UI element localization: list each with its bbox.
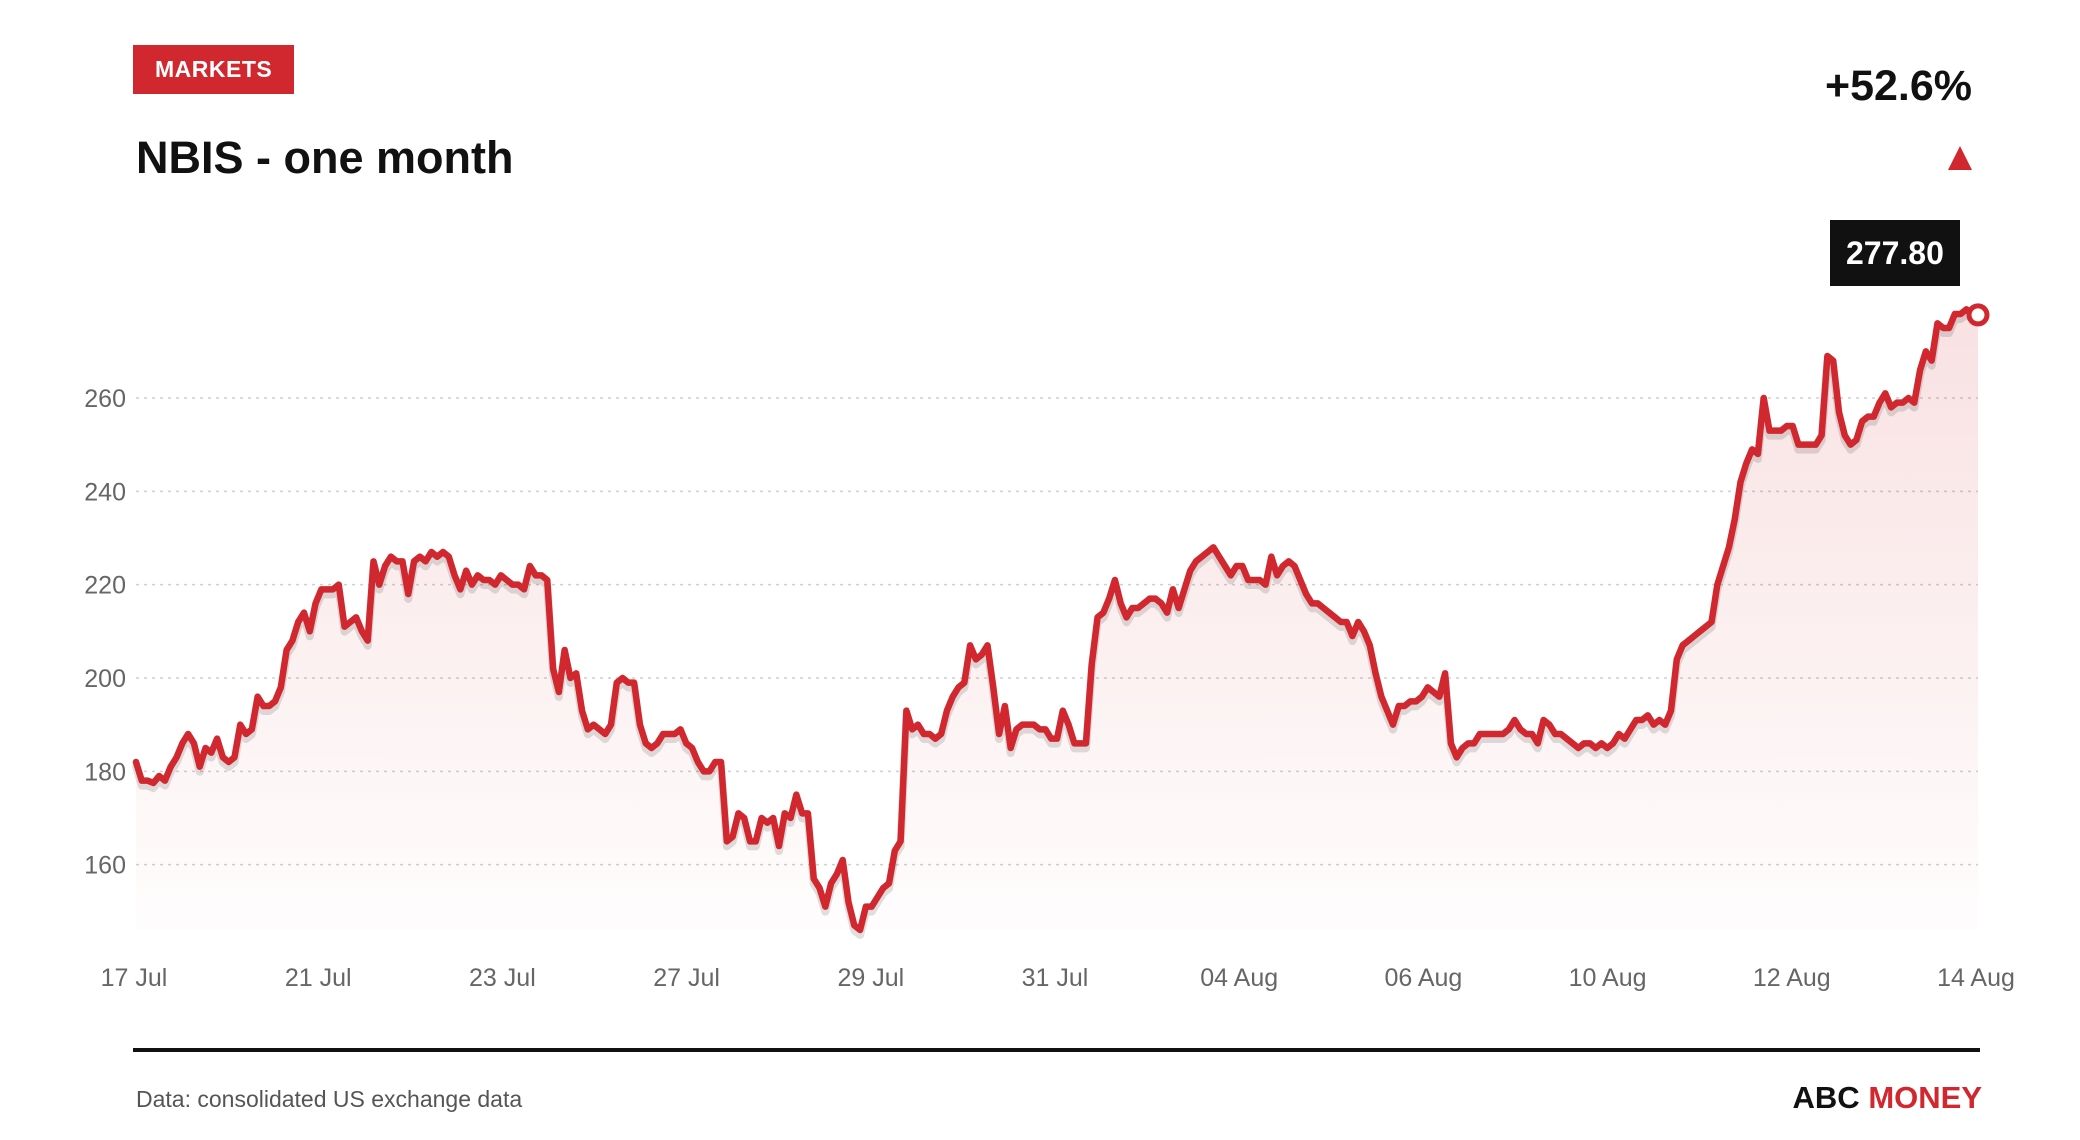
data-source-note: Data: consolidated US exchange data — [136, 1086, 523, 1112]
x-tick-label: 06 Aug — [1384, 964, 1462, 992]
x-tick-label: 12 Aug — [1753, 964, 1831, 992]
brand-logo-money: MONEY — [1868, 1080, 1982, 1115]
y-tick-label: 220 — [84, 572, 126, 600]
y-tick-label: 160 — [84, 852, 126, 880]
percent-change: +52.6% — [1824, 62, 1972, 110]
x-tick-label: 21 Jul — [285, 964, 352, 992]
price-line — [132, 306, 1982, 934]
x-tick-label: 14 Aug — [1937, 964, 2015, 992]
markets-tag: MARKETS — [133, 45, 295, 94]
brand-logo-abc: ABC — [1792, 1080, 1860, 1115]
x-tick-label: 23 Jul — [469, 964, 536, 992]
y-tick-label: 180 — [84, 758, 126, 786]
last-price-label: 277.80 — [1830, 220, 1960, 286]
y-axis-ticks: 160 180 200 220 240 260 — [84, 385, 126, 880]
y-tick-label: 240 — [84, 478, 126, 506]
x-tick-label: 27 Jul — [653, 964, 720, 992]
up-arrow-icon — [1948, 146, 1972, 170]
price-area — [136, 309, 1978, 931]
x-tick-label: 17 Jul — [101, 964, 168, 992]
price-chart: 160 180 200 220 240 260 17 Jul 21 Jul 23 Jul 27 … — [84, 303, 2015, 992]
footer-divider — [133, 1048, 1980, 1052]
y-tick-label: 260 — [84, 385, 126, 413]
x-tick-label: 31 Jul — [1022, 964, 1089, 992]
x-tick-label: 04 Aug — [1200, 964, 1278, 992]
brand-logo: ABC MONEY — [1793, 1080, 1982, 1116]
x-axis-ticks: 17 Jul 21 Jul 23 Jul 27 Jul 29 Jul 31 Jul 04 A… — [101, 964, 2015, 992]
x-tick-label: 10 Aug — [1569, 964, 1647, 992]
chart-title: NBIS - one month — [136, 132, 514, 183]
y-tick-label: 200 — [84, 665, 126, 693]
x-tick-label: 29 Jul — [837, 964, 904, 992]
last-price-marker — [1966, 303, 1990, 327]
